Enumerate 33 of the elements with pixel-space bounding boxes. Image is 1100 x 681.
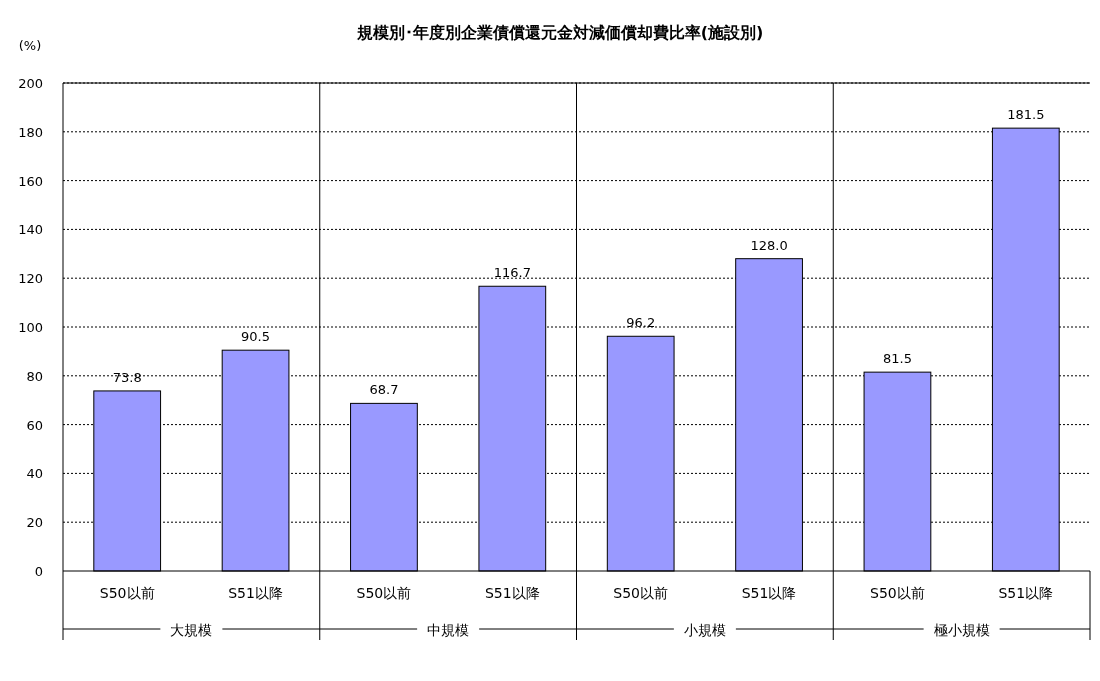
y-tick-label: 80 [26, 368, 43, 384]
text: 中規模 [427, 622, 470, 638]
y-tick-label: 180 [18, 124, 43, 140]
data-label: 96.2 [626, 315, 656, 331]
x-tick-label: S51以降 [998, 585, 1054, 601]
data-label: 68.7 [369, 382, 399, 398]
data-label: 181.5 [1007, 107, 1045, 123]
x-tick-label: S50以前 [870, 585, 925, 601]
x-tick-label: S50以前 [99, 585, 155, 601]
y-tick-label: 20 [26, 515, 43, 531]
x-tick-label: S51以降 [741, 585, 797, 601]
text: 大規模 [170, 622, 213, 638]
data-label: 116.7 [493, 265, 531, 281]
y-tick-label: 60 [26, 417, 43, 433]
x-tick-label: S50以前 [613, 585, 669, 601]
y-axis-title: (%) [18, 38, 42, 53]
x-tick-label: S51以降 [484, 585, 540, 601]
y-tick-label: 0 [34, 564, 43, 579]
y-tick-label: 100 [18, 320, 43, 335]
y-tick-label: 120 [18, 271, 43, 287]
data-label: 73.8 [112, 369, 142, 385]
y-tick-label: 40 [26, 466, 43, 482]
data-label: 81.5 [882, 351, 912, 367]
x-tick-label: S50以前 [356, 585, 412, 601]
y-tick-label: 160 [18, 173, 43, 189]
chart-title: 規模別･年度別企業債償還元金対減価償却費比率(施設別) [355, 23, 764, 42]
x-tick-label: S51以降 [228, 585, 283, 601]
y-tick-label: 140 [18, 222, 43, 238]
y-tick-label: 200 [18, 76, 43, 91]
data-label: 90.5 [241, 329, 271, 345]
text: 極小規模 [933, 622, 990, 638]
data-label: 128.0 [750, 237, 788, 253]
text: 小規模 [683, 622, 726, 638]
